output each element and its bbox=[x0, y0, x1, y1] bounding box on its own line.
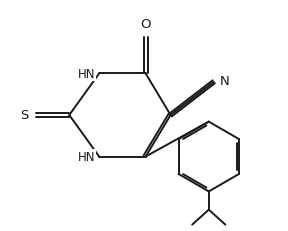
Text: S: S bbox=[20, 109, 29, 122]
Text: O: O bbox=[141, 18, 151, 30]
Text: HN: HN bbox=[78, 68, 95, 81]
Text: HN: HN bbox=[78, 150, 95, 163]
Text: N: N bbox=[220, 74, 230, 87]
